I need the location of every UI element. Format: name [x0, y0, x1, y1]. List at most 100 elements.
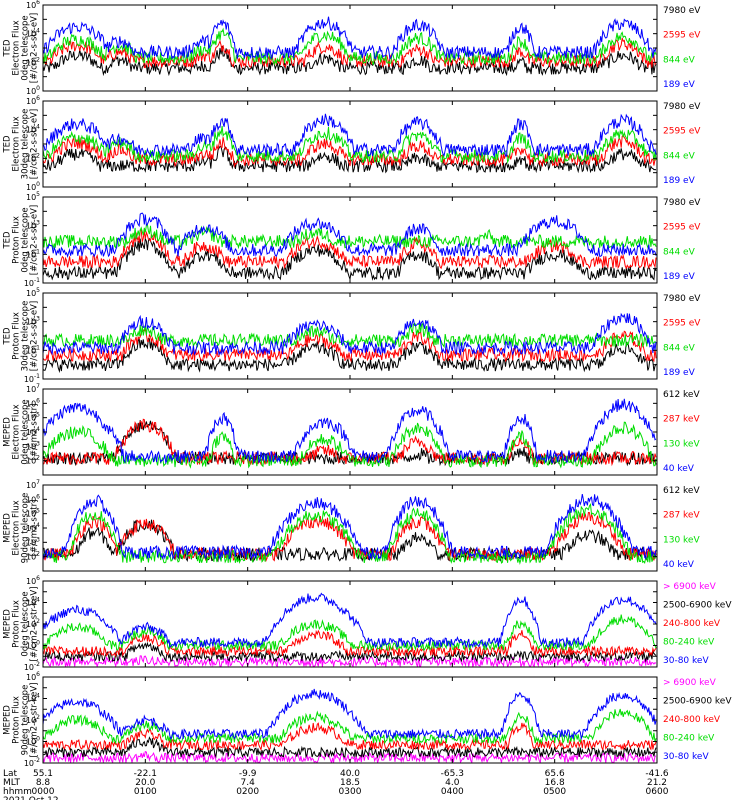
- y-tick-label: 104: [26, 124, 40, 135]
- legend-entry: 30-80 keV: [663, 656, 709, 666]
- series-line: [43, 398, 657, 465]
- y-axis-label: TEDElectron Flux30deg telescope[#/cm2-s-…: [3, 109, 40, 180]
- panel-6: 102 103 104 105 106 107 MEPEDElectron Flux90de…: [3, 479, 700, 572]
- legend-entry: 80-240 keV: [663, 734, 715, 744]
- y-tick-label: 105: [26, 412, 40, 423]
- legend-entry: 2500-6900 keV: [663, 697, 732, 707]
- x-tick-label-hhmm: 0100: [134, 787, 157, 797]
- legend-entry: 7980 eV: [663, 294, 701, 304]
- y-tick-label: 10-2: [24, 661, 40, 672]
- series-line: [43, 16, 657, 60]
- legend-entry: 189 eV: [663, 272, 696, 282]
- y-tick-label: 105: [26, 191, 40, 202]
- panel-traces: [43, 16, 657, 77]
- panel-traces: [43, 592, 657, 667]
- y-axis-label: TEDElectron Flux0deg telescope[#/cm2-s-s…: [3, 13, 40, 83]
- x-tick-label-lat: -22.1: [134, 769, 157, 779]
- y-tick-label: 104: [26, 597, 40, 608]
- series-line: [43, 134, 657, 169]
- legend-entry: 7980 eV: [663, 6, 701, 16]
- series-line: [43, 229, 657, 270]
- y-tick-label: 102: [26, 618, 40, 629]
- panel-traces: [43, 494, 657, 565]
- series-line: [43, 328, 657, 363]
- y-tick-label: 106: [26, 671, 40, 682]
- y-tick-label: 105: [26, 508, 40, 519]
- y-axis-label: MEPEDElectron Flux0deg telescope[#/cm2-s…: [3, 399, 40, 464]
- x-tick-label-hhmm: 0500: [543, 787, 566, 797]
- x-tick-label-mlt: 16.8: [545, 778, 565, 788]
- panel-2: 100 102 104 106 TEDElectron Flux30deg telesc…: [3, 95, 702, 192]
- y-tick-label: 106: [26, 397, 40, 408]
- y-tick-label: 104: [26, 522, 40, 533]
- panel-3: 10-1 101 103 105 TEDProton Flux0deg telescop…: [3, 191, 702, 288]
- panel-traces: [43, 312, 657, 374]
- x-tick-label-mlt: 20.0: [135, 778, 155, 788]
- y-tick-label: 10-1: [24, 373, 40, 384]
- x-tick-label-lat: -65.3: [441, 769, 464, 779]
- panel-1: 100 102 104 106 TEDElectron Flux0deg telesco…: [3, 0, 702, 96]
- y-tick-label: 107: [26, 479, 40, 490]
- legend-entry: 287 keV: [663, 511, 700, 521]
- x-tick-label-mlt: 8.8: [36, 778, 51, 788]
- legend-entry: 7980 eV: [663, 102, 701, 112]
- y-tick-label: 100: [26, 181, 40, 192]
- x-tick-label-hhmm: 0200: [236, 787, 259, 797]
- legend-entry: 240-800 keV: [663, 715, 721, 725]
- legend-entry: 130 keV: [663, 439, 700, 449]
- x-axis-annotations: Lat 55.1 -22.1 -9.9 40.0 -65.3 65.6 -41.6 MLT 8.8…: [3, 769, 669, 800]
- legend-entry: 612 keV: [663, 390, 700, 400]
- legend-entry: 80-240 keV: [663, 638, 715, 648]
- legend-entry: > 6900 keV: [663, 678, 717, 688]
- x-tick-label-mlt: 7.4: [241, 778, 256, 788]
- row-label-lat: Lat: [3, 769, 18, 779]
- y-tick-label: 104: [26, 28, 40, 39]
- x-tick-label-hhmm: 0000: [32, 787, 55, 797]
- y-tick-label: 101: [26, 248, 40, 259]
- y-tick-label: 102: [26, 455, 40, 466]
- x-tick-label-lat: -9.9: [239, 769, 257, 779]
- legend-entry: 2595 eV: [663, 127, 701, 137]
- row-label-mlt: MLT: [3, 778, 21, 788]
- y-axis-label: MEPEDElectron Flux90deg telescope[#/cm2-…: [3, 493, 40, 564]
- series-line: [43, 736, 657, 759]
- y-tick-label: 107: [26, 383, 40, 394]
- legend-entry: 287 keV: [663, 415, 700, 425]
- legend-entry: 189 eV: [663, 368, 696, 378]
- y-tick-label: 106: [26, 95, 40, 106]
- legend-entry: 189 eV: [663, 80, 696, 90]
- x-tick-label-mlt: 21.2: [647, 778, 667, 788]
- legend-entry: 30-80 keV: [663, 752, 709, 762]
- y-tick-label: 103: [26, 316, 40, 327]
- series-line: [43, 113, 657, 158]
- legend-entry: 40 keV: [663, 560, 695, 570]
- y-tick-label: 10-2: [24, 757, 40, 768]
- panel-traces: [43, 212, 657, 281]
- y-tick-label: 10-1: [24, 277, 40, 288]
- x-tick-label-lat: 40.0: [340, 769, 360, 779]
- y-axis-label: MEPEDProton Flux0deg telescope[#/cm2-s-s…: [3, 587, 40, 662]
- series-line: [43, 125, 657, 164]
- x-tick-label-lat: 65.6: [545, 769, 565, 779]
- legend-entry: 2500-6900 keV: [663, 601, 732, 611]
- panel-5: 102 103 104 105 106 107 MEPEDElectron Flux0deg…: [3, 383, 700, 476]
- y-tick-label: 103: [26, 440, 40, 451]
- series-line: [43, 212, 657, 259]
- x-tick-label-hhmm: 0600: [646, 787, 669, 797]
- y-axis-label: TEDProton Flux30deg telescope[#/cm2-s-st…: [3, 301, 40, 372]
- y-tick-label: 103: [26, 220, 40, 231]
- y-tick-label: 106: [26, 493, 40, 504]
- x-tick-label-lat: -41.6: [645, 769, 669, 779]
- panel-frame: [42, 4, 658, 92]
- y-tick-label: 102: [26, 714, 40, 725]
- legend-entry: 844 eV: [663, 247, 696, 257]
- series-line: [43, 338, 657, 374]
- panel-traces: [43, 688, 657, 763]
- y-tick-label: 102: [26, 152, 40, 163]
- y-tick-label: 106: [26, 575, 40, 586]
- x-tick-label-hhmm: 0400: [441, 787, 464, 797]
- legend-entry: 844 eV: [663, 343, 696, 353]
